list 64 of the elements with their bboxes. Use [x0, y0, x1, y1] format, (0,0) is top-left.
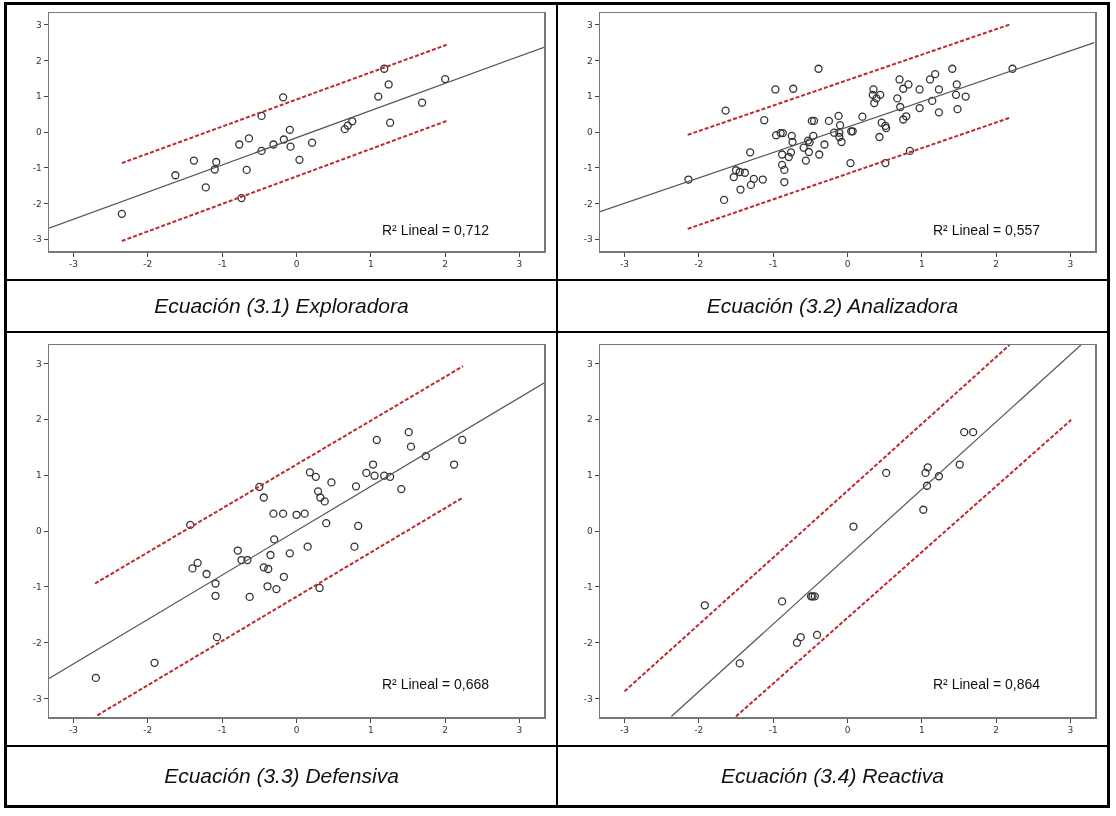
- x-tick-label: 1: [918, 259, 925, 270]
- text: Ecuación (3.4) Reactiva: [557, 746, 1108, 806]
- y-tick-label: 2: [586, 414, 593, 425]
- x-tick-label: -2: [694, 259, 704, 270]
- x-tick-label: -3: [620, 259, 630, 270]
- x-tick-label: 1: [918, 725, 925, 736]
- annotation: R² Lineal = 0,712: [382, 222, 490, 238]
- y-tick-label: -2: [32, 198, 42, 209]
- x-tick-label: -1: [217, 259, 227, 270]
- y-tick-label: -1: [32, 162, 42, 173]
- x-tick-label: 1: [367, 725, 374, 736]
- y-tick-label: 0: [35, 526, 42, 537]
- y-tick-label: -3: [583, 693, 593, 704]
- annotation: R² Lineal = 0,668: [382, 676, 490, 692]
- x-tick-label: -1: [768, 259, 778, 270]
- x-tick-label: -3: [69, 725, 79, 736]
- y-tick-label: 0: [35, 127, 42, 138]
- y-tick-label: -2: [32, 637, 42, 648]
- y-tick-label: -1: [32, 582, 42, 593]
- x-tick-label: 2: [993, 259, 1000, 270]
- x-tick-label: 1: [367, 259, 374, 270]
- x-tick-label: 3: [516, 259, 523, 270]
- y-tick-label: -1: [583, 162, 593, 173]
- x-tick-label: 2: [442, 725, 449, 736]
- y-tick-label: 1: [35, 470, 42, 481]
- y-tick-label: -3: [32, 234, 42, 245]
- y-tick-label: 2: [35, 55, 42, 66]
- x-tick-label: -1: [217, 725, 227, 736]
- x-tick-label: 0: [844, 725, 851, 736]
- x-tick-label: 3: [1067, 259, 1074, 270]
- annotation: R² Lineal = 0,557: [933, 222, 1041, 238]
- y-tick-label: 3: [35, 19, 42, 30]
- text: Ecuación (3.1) Exploradora: [6, 280, 557, 332]
- x-tick-label: 0: [844, 259, 851, 270]
- x-tick-label: -2: [143, 259, 153, 270]
- annotation: R² Lineal = 0,864: [933, 676, 1041, 692]
- x-tick-label: -2: [694, 725, 704, 736]
- y-tick-label: 2: [35, 414, 42, 425]
- text: Ecuación (3.2) Analizadora: [557, 280, 1108, 332]
- y-tick-label: 3: [35, 358, 42, 369]
- y-tick-label: 0: [586, 526, 593, 537]
- y-tick-label: 2: [586, 55, 593, 66]
- x-tick-label: 3: [516, 725, 523, 736]
- y-tick-label: 1: [586, 91, 593, 102]
- y-tick-label: 0: [586, 127, 593, 138]
- y-tick-label: 3: [586, 358, 593, 369]
- y-tick-label: 3: [586, 19, 593, 30]
- y-tick-label: -2: [583, 198, 593, 209]
- y-tick-label: -2: [583, 637, 593, 648]
- x-tick-label: -3: [69, 259, 79, 270]
- y-tick-label: -3: [583, 234, 593, 245]
- x-tick-label: 2: [993, 725, 1000, 736]
- x-tick-label: -1: [768, 725, 778, 736]
- y-tick-label: -3: [32, 693, 42, 704]
- x-tick-label: -2: [143, 725, 153, 736]
- x-tick-label: 2: [442, 259, 449, 270]
- y-tick-label: 1: [35, 91, 42, 102]
- y-tick-label: 1: [586, 470, 593, 481]
- x-tick-label: 0: [293, 725, 300, 736]
- x-tick-label: 3: [1067, 725, 1074, 736]
- y-tick-label: -1: [583, 582, 593, 593]
- x-tick-label: 0: [293, 259, 300, 270]
- text: Ecuación (3.3) Defensiva: [6, 746, 557, 806]
- x-tick-label: -3: [620, 725, 630, 736]
